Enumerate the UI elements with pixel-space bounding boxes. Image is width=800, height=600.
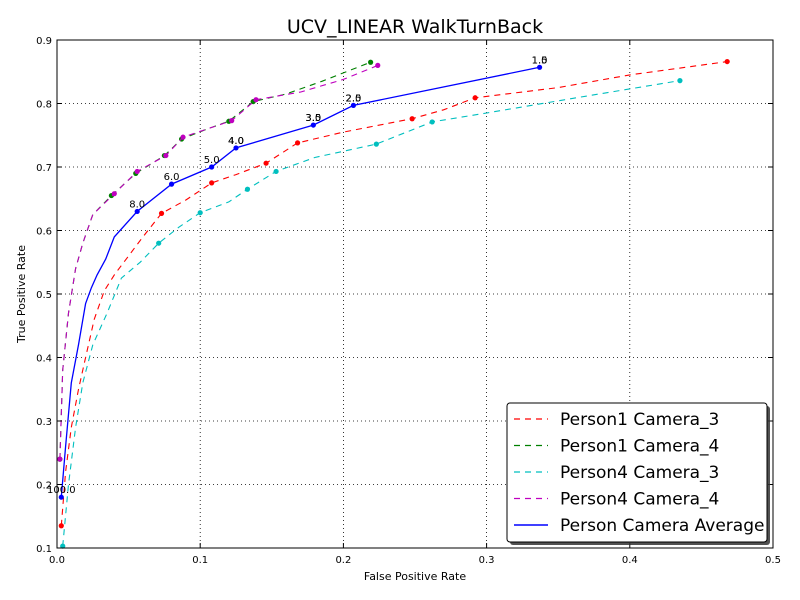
series-point-3 (180, 134, 186, 140)
series-point-3 (375, 62, 381, 68)
series-point-4 (536, 64, 543, 70)
legend: Person1 Camera_3 Person1 Camera_4 Person4 … (506, 402, 770, 545)
series-point-2 (429, 119, 435, 125)
series-point-2 (60, 543, 66, 549)
threshold-annotations: 100.08.06.05.04.04.03.03.52.02.51.01.5 (47, 55, 548, 496)
threshold-label: 4.0 (228, 136, 244, 147)
threshold-label: 5.0 (204, 155, 220, 166)
series-point-0 (58, 523, 64, 529)
y-axis-label: True Positive Rate (15, 245, 28, 344)
y-tick-label: 0.8 (36, 100, 52, 111)
legend-label-2: Person4 Camera_3 (560, 463, 719, 483)
series-point-0 (209, 180, 215, 186)
legend-label-3: Person4 Camera_4 (560, 490, 719, 510)
series-point-3 (229, 118, 235, 124)
series-line-3 (59, 64, 379, 460)
series-line-2 (62, 80, 680, 547)
series-point-2 (273, 168, 279, 175)
series-point-4 (209, 164, 215, 170)
series-point-0 (158, 210, 165, 216)
series-point-3 (111, 191, 117, 197)
y-tick-label: 0.7 (36, 163, 52, 174)
series-group (57, 58, 730, 549)
legend-label-4: Person Camera Average (560, 516, 764, 536)
series-point-4 (58, 494, 64, 500)
threshold-label: 3.0 (305, 113, 321, 124)
legend-box (506, 402, 768, 543)
series-point-3 (134, 168, 140, 175)
threshold-label: 1.0 (532, 55, 548, 66)
series-point-0 (724, 58, 730, 65)
series-point-0 (294, 140, 301, 146)
series-point-4 (233, 145, 239, 151)
x-tick-label: 0.0 (49, 555, 65, 566)
series-point-0 (263, 160, 269, 166)
y-tick-label: 0.3 (36, 417, 52, 428)
series-line-0 (60, 61, 728, 526)
series-point-1 (368, 59, 374, 65)
threshold-label: 1.5 (532, 55, 548, 66)
threshold-label: 4.0 (228, 136, 244, 147)
series-line-4 (60, 66, 540, 498)
chart-title: UCV_LINEAR WalkTurnBack (287, 16, 543, 38)
series-point-4 (134, 208, 140, 215)
series-point-0 (472, 95, 478, 101)
y-tick-label: 0.4 (36, 354, 52, 365)
series-point-3 (57, 456, 63, 462)
threshold-label: 3.5 (305, 113, 321, 124)
series-line-1 (59, 61, 371, 460)
series-point-4 (350, 102, 357, 109)
series-point-2 (373, 141, 379, 147)
series-point-2 (156, 240, 162, 246)
x-axis-label: False Positive Rate (364, 570, 466, 583)
y-tick-label: 0.1 (36, 544, 52, 555)
x-tick-label: 0.3 (479, 555, 495, 566)
series-point-2 (197, 210, 203, 216)
axis-ticks: 0.0 0.1 0.2 0.3 0.4 0.50.10.20.30.40.50.60.70… (36, 36, 781, 566)
series-point-2 (677, 78, 683, 84)
series-point-3 (163, 152, 169, 159)
threshold-label: 2.0 (345, 93, 361, 104)
series-point-4 (310, 122, 316, 128)
threshold-label: 100.0 (47, 485, 76, 496)
series-point-2 (244, 186, 251, 192)
threshold-label: 8.0 (129, 199, 145, 210)
y-tick-label: 0.6 (36, 227, 52, 238)
legend-label-1: Person1 Camera_4 (560, 437, 719, 457)
threshold-label: 2.5 (345, 93, 361, 104)
y-tick-label: 0.9 (36, 36, 52, 47)
y-tick-label: 0.2 (36, 481, 52, 492)
series-point-3 (253, 97, 259, 103)
x-tick-label: 0.5 (765, 555, 781, 566)
series-point-4 (168, 181, 175, 187)
series-point-0 (409, 116, 415, 122)
x-tick-label: 0.4 (622, 555, 638, 566)
x-tick-label: 0.1 (192, 555, 208, 566)
legend-label-0: Person1 Camera_3 (560, 410, 719, 430)
y-tick-label: 0.5 (36, 290, 52, 301)
x-tick-label: 0.2 (335, 555, 351, 566)
threshold-label: 6.0 (164, 172, 180, 183)
